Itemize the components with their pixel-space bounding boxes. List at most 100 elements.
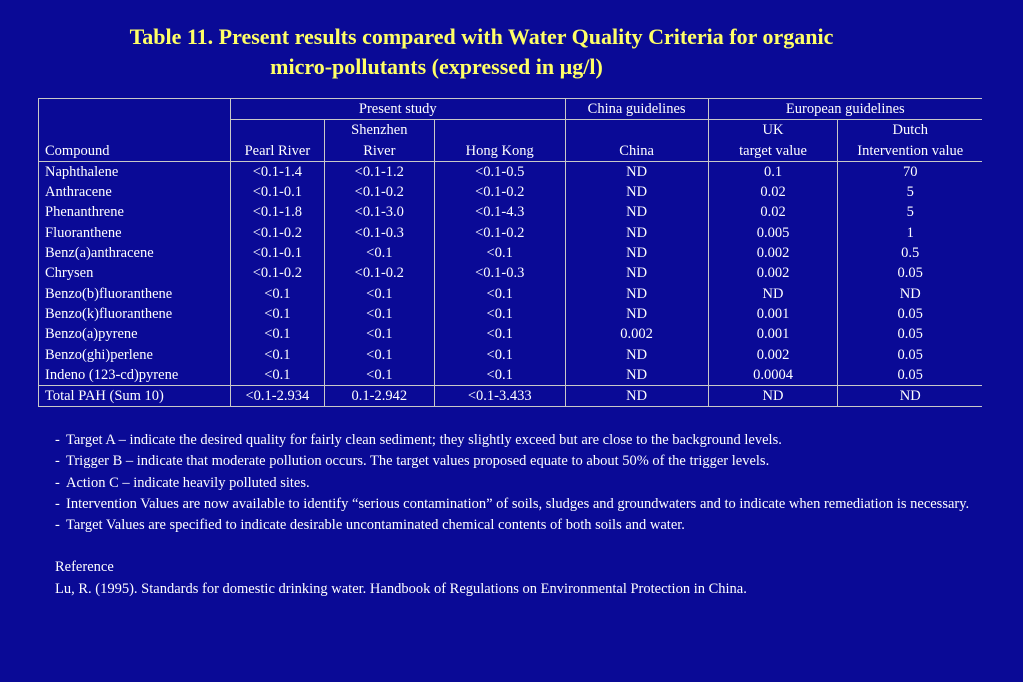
title-line-2: micro-pollutants (expressed in µg/l) <box>270 54 603 79</box>
note-item: - Target A – indicate the desired quality… <box>55 430 995 451</box>
table-row: Benzo(k)fluoranthene <0.1 <0.1 <0.1 ND 0.001 0… <box>38 303 982 325</box>
hong-kong-cell: <0.1 <box>433 303 566 325</box>
china-cell: ND <box>564 364 709 386</box>
pearl-river-cell: <0.1-1.8 <box>229 202 325 223</box>
pearl-river-cell: <0.1-0.2 <box>229 263 325 284</box>
uk-target-cell: ND <box>707 283 838 304</box>
hong-kong-cell: <0.1 <box>433 283 566 304</box>
uk-target-cell: 0.002 <box>707 263 838 284</box>
pearl-river-header: Pearl River <box>229 119 325 162</box>
hong-kong-cell: <0.1-4.3 <box>433 202 566 223</box>
hong-kong-cell: <0.1 <box>433 364 566 386</box>
reference-section: Reference Lu, R. (1995). Standards for d… <box>55 557 995 600</box>
hong-kong-cell: <0.1 <box>433 243 566 264</box>
reference-heading: Reference <box>55 559 114 576</box>
compound-cell: Benzo(a)pyrene <box>38 324 231 345</box>
china-cell: ND <box>564 161 709 183</box>
shenzhen-river-cell: <0.1 <box>323 344 435 365</box>
china-cell: ND <box>564 283 709 304</box>
uk-target-cell: ND <box>707 385 838 408</box>
note-dash: - <box>55 495 60 512</box>
shenzhen-river-cell: <0.1 <box>323 303 435 325</box>
shenzhen-river-header: Shenzhen River <box>323 119 435 162</box>
table-row: Benz(a)anthracene <0.1-0.1 <0.1 <0.1 ND 0.002… <box>38 243 982 264</box>
hong-kong-cell: <0.1 <box>433 324 566 345</box>
uk-target-cell: 0.1 <box>707 161 838 183</box>
dutch-intervention-cell: 0.05 <box>837 364 982 386</box>
dutch-intervention-cell: 0.05 <box>837 344 982 365</box>
compound-header: Compound <box>38 98 231 162</box>
table-row: Phenanthrene <0.1-1.8 <0.1-3.0 <0.1-4.3 ND 0.… <box>38 202 982 223</box>
china-cell: ND <box>564 202 709 223</box>
shenzhen-river-cell: 0.1-2.942 <box>323 385 435 408</box>
note-item: - Action C – indicate heavily polluted si… <box>55 473 995 494</box>
note-dash: - <box>55 432 60 448</box>
table-row: Fluoranthene <0.1-0.2 <0.1-0.3 <0.1-0.2 ND 0.… <box>38 222 982 244</box>
china-cell: ND <box>564 303 709 325</box>
total-row: Total PAH (Sum 10) <0.1-2.934 0.1-2.942 <0.… <box>38 385 982 408</box>
pearl-river-cell: <0.1 <box>229 364 325 386</box>
compound-cell: Naphthalene <box>38 161 231 183</box>
reference-text: Lu, R. (1995). Standards for domestic dr… <box>55 580 747 597</box>
shenzhen-river-cell: <0.1-1.2 <box>323 161 435 183</box>
note-dash: - <box>55 474 60 491</box>
hong-kong-cell: <0.1-0.2 <box>433 222 566 244</box>
table-row: Chrysen <0.1-0.2 <0.1-0.2 <0.1-0.3 ND 0.002 0.… <box>38 263 982 284</box>
dutch-intervention-cell: ND <box>837 283 982 304</box>
compound-cell: Benz(a)anthracene <box>38 243 231 264</box>
title-line-1: Table 11. Present results compared with … <box>129 24 834 49</box>
dutch-header-line-1: Dutch <box>892 122 928 139</box>
china-cell: ND <box>564 263 709 284</box>
uk-target-cell: 0.001 <box>707 324 838 345</box>
hong-kong-cell: <0.1-0.2 <box>433 182 566 203</box>
note-item: - Trigger B – indicate that moderate poll… <box>55 451 995 472</box>
shenzhen-river-cell: <0.1 <box>323 324 435 345</box>
uk-target-cell: 0.02 <box>707 202 838 223</box>
pearl-river-cell: <0.1-1.4 <box>229 161 325 183</box>
note-text: Target Values are specified to indicate … <box>66 517 685 534</box>
pearl-river-cell: <0.1-0.1 <box>229 243 325 264</box>
note-text: Intervention Values are now available to… <box>66 495 970 512</box>
uk-target-cell: 0.0004 <box>707 364 838 386</box>
hong-kong-header: Hong Kong <box>433 119 566 162</box>
shenzhen-header-line-2: River <box>363 142 396 159</box>
european-guidelines-header: European guidelines <box>707 97 982 121</box>
shenzhen-river-cell: <0.1 <box>323 283 435 304</box>
table-body: Naphthalene <0.1-1.4 <0.1-1.2 <0.1-0.5 ND 0.1… <box>38 161 982 408</box>
compound-cell: Indeno (123-cd)pyrene <box>38 364 231 386</box>
results-table: Compound Present study China guidelines … <box>38 97 982 408</box>
pearl-river-cell: <0.1 <box>229 324 325 345</box>
china-cell: ND <box>564 344 709 365</box>
uk-target-cell: 0.002 <box>707 243 838 264</box>
shenzhen-header-line-1: Shenzhen <box>351 122 408 139</box>
china-cell: ND <box>564 243 709 264</box>
table-row: Benzo(b)fluoranthene <0.1 <0.1 <0.1 ND ND ND <box>38 283 982 304</box>
table-row: Anthracene <0.1-0.1 <0.1-0.2 <0.1-0.2 ND 0.02… <box>38 182 982 203</box>
pearl-river-cell: <0.1 <box>229 303 325 325</box>
dutch-intervention-cell: 0.05 <box>837 324 982 345</box>
dutch-intervention-cell: ND <box>837 385 982 408</box>
note-text: Action C – indicate heavily polluted sit… <box>66 474 310 491</box>
table-row: Benzo(a)pyrene <0.1 <0.1 <0.1 0.002 0.001 0.05 <box>38 324 982 345</box>
note-text: Target A – indicate the desired quality … <box>66 432 782 448</box>
note-dash: - <box>55 517 60 534</box>
shenzhen-river-cell: <0.1-0.2 <box>323 182 435 203</box>
dutch-intervention-cell: 0.05 <box>837 263 982 284</box>
table-row: Naphthalene <0.1-1.4 <0.1-1.2 <0.1-0.5 ND 0.1… <box>38 161 982 183</box>
uk-target-cell: 0.002 <box>707 344 838 365</box>
compound-cell: Total PAH (Sum 10) <box>38 385 231 408</box>
note-text: Trigger B – indicate that moderate pollu… <box>66 453 770 470</box>
dutch-header-line-2: Intervention value <box>857 142 964 159</box>
hong-kong-cell: <0.1-3.433 <box>433 385 566 408</box>
dutch-intervention-cell: 1 <box>837 222 982 244</box>
china-cell: ND <box>564 222 709 244</box>
shenzhen-river-cell: <0.1 <box>323 243 435 264</box>
china-header: China <box>564 119 709 162</box>
pearl-river-cell: <0.1-0.1 <box>229 182 325 203</box>
pearl-river-cell: <0.1-0.2 <box>229 222 325 244</box>
shenzhen-river-cell: <0.1-3.0 <box>323 202 435 223</box>
hong-kong-cell: <0.1-0.5 <box>433 161 566 183</box>
hong-kong-cell: <0.1-0.3 <box>433 263 566 284</box>
compound-cell: Anthracene <box>38 182 231 203</box>
note-item: - Target Values are specified to indicate… <box>55 515 995 536</box>
